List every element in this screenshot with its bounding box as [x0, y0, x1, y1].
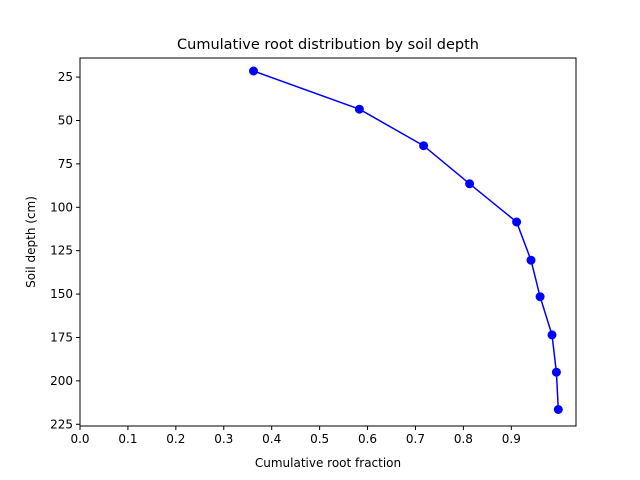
x-tick-label: 0.9 [502, 432, 521, 446]
x-tick-label: 0.0 [70, 432, 89, 446]
axes-frame [79, 57, 577, 427]
chart-title: Cumulative root distribution by soil dep… [177, 37, 479, 53]
data-point [551, 367, 561, 377]
x-axis-label: Cumulative root fraction [255, 456, 401, 470]
y-tick-label: 150 [50, 287, 73, 301]
data-point [512, 217, 522, 227]
plot-area: 0.0 0.1 0.2 0.3 0.4 0.5 0.6 0.7 0.8 0.9 25 50 75 100… [50, 57, 577, 446]
x-tick-label: 0.4 [262, 432, 281, 446]
x-tick-label: 0.8 [454, 432, 473, 446]
x-tick-label: 0.3 [214, 432, 233, 446]
series-line [253, 70, 560, 410]
data-point [547, 330, 557, 340]
y-tick-label: 25 [58, 70, 73, 84]
data-point [535, 292, 545, 302]
y-tick-label: 125 [50, 244, 73, 258]
y-tick-label: 225 [50, 417, 73, 431]
data-point [249, 66, 258, 76]
data-point [354, 104, 364, 114]
x-tick-label: 0.7 [406, 432, 425, 446]
data-point [419, 141, 429, 151]
data-point [553, 405, 563, 414]
data-point [465, 179, 475, 189]
y-tick-label: 175 [50, 330, 73, 344]
x-axis-ticks: 0.0 0.1 0.2 0.3 0.4 0.5 0.6 0.7 0.8 0.9 [70, 426, 521, 446]
y-tick-label: 50 [58, 113, 73, 127]
y-tick-label: 75 [58, 157, 73, 171]
x-tick-label: 0.5 [310, 432, 329, 446]
x-tick-label: 0.2 [166, 432, 185, 446]
series-points [249, 66, 563, 414]
y-tick-label: 200 [50, 374, 73, 388]
data-point [526, 255, 536, 265]
x-tick-label: 0.6 [358, 432, 377, 446]
y-axis-ticks: 25 50 75 100 125 150 175 200 225 [50, 70, 80, 431]
y-axis-label: Soil depth (cm) [24, 196, 38, 288]
y-tick-label: 100 [50, 200, 73, 214]
x-tick-label: 0.1 [118, 432, 137, 446]
